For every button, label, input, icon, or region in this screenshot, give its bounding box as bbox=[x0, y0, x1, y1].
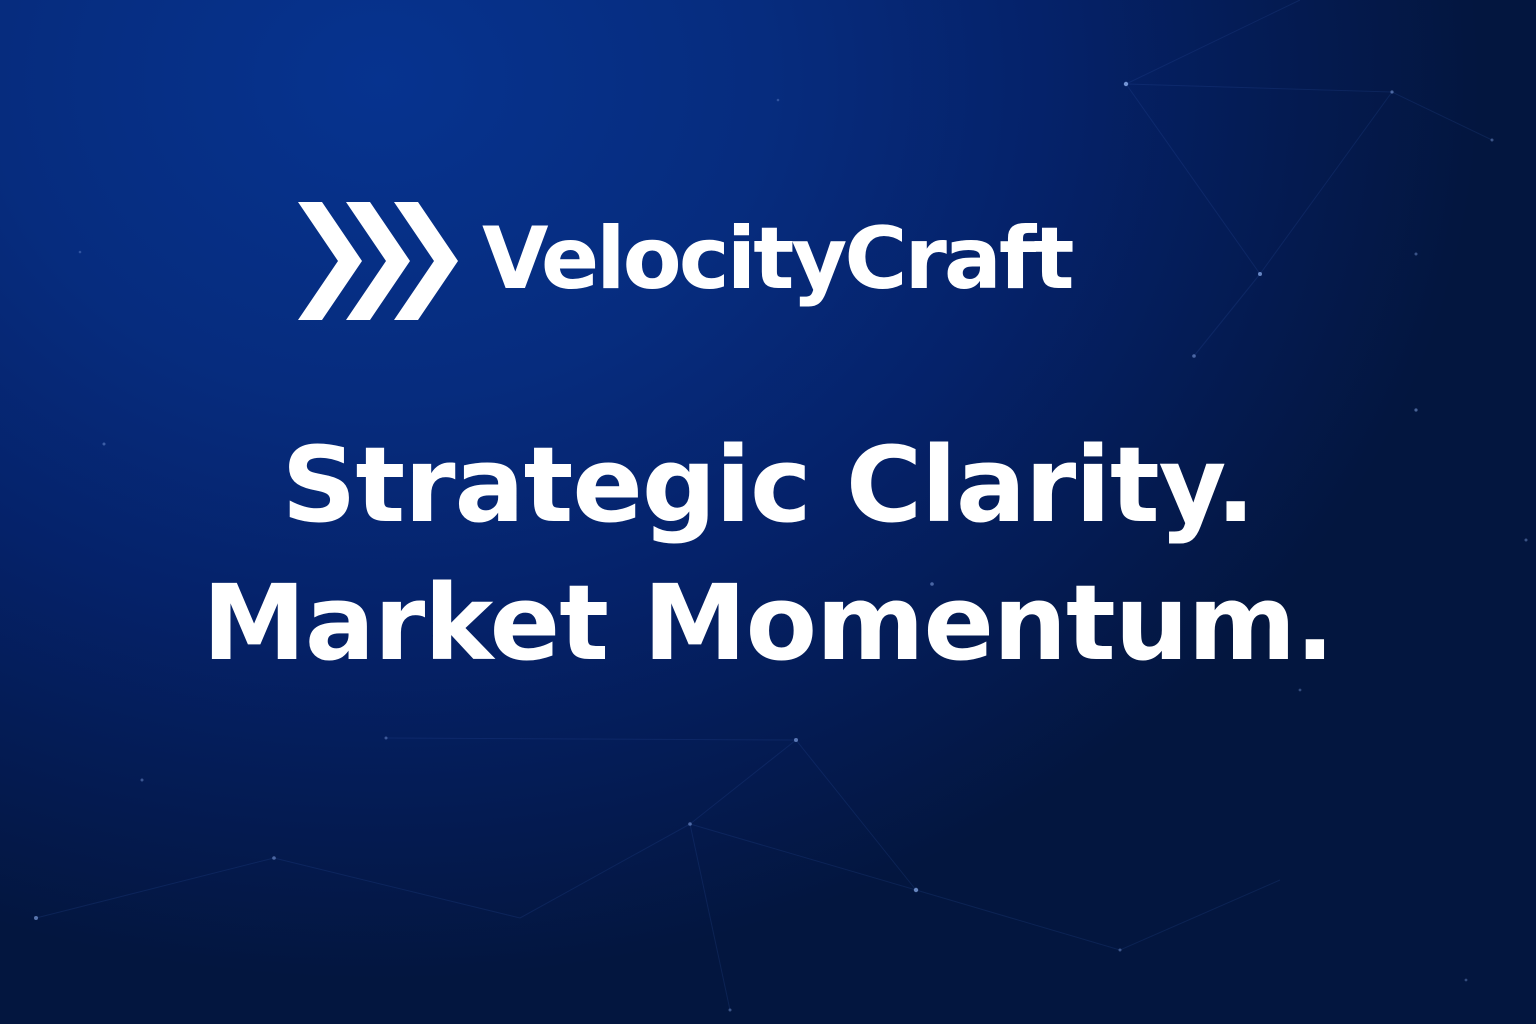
brand-name: VelocityCraft bbox=[482, 209, 1074, 309]
headline-line-1: Strategic Clarity. bbox=[281, 424, 1256, 546]
headline: Strategic Clarity. Market Momentum. bbox=[0, 416, 1536, 692]
headline-line-2: Market Momentum. bbox=[202, 562, 1334, 684]
triple-chevron-icon bbox=[298, 202, 458, 320]
brand-lockup: VelocityCraft bbox=[292, 200, 1074, 322]
